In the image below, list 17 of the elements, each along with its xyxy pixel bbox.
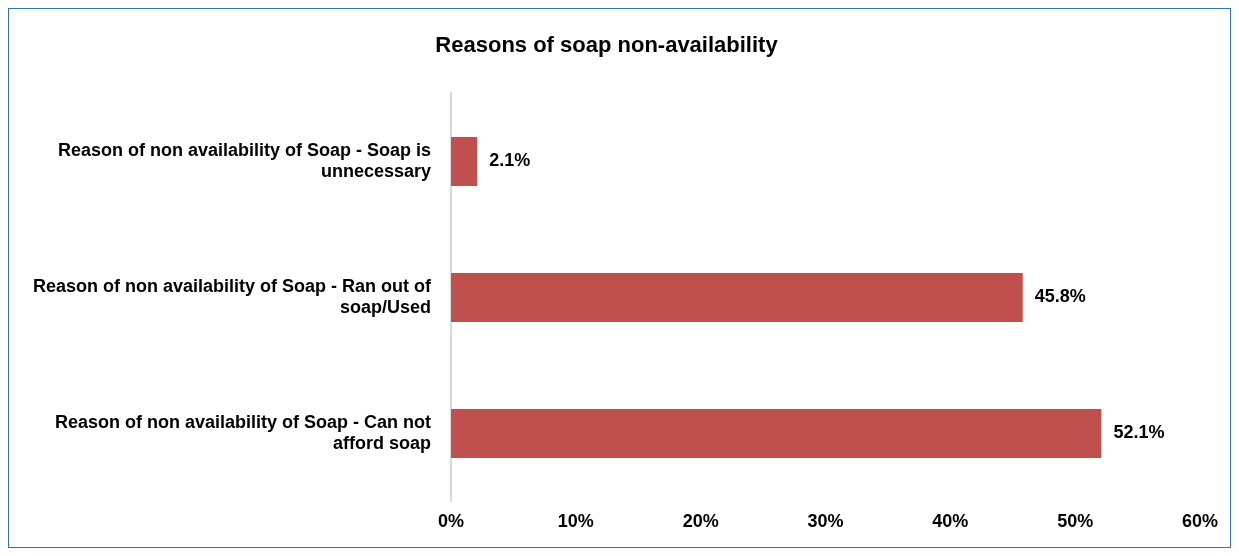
- x-tick-label: 60%: [1181, 511, 1219, 532]
- x-tick-label: 30%: [807, 511, 844, 532]
- bar: [451, 408, 1102, 458]
- x-tick-label: 0%: [438, 511, 465, 532]
- x-tick-label: 20%: [682, 511, 719, 532]
- data-label: 52.1%: [1113, 422, 1165, 443]
- x-tick-label: 10%: [557, 511, 594, 532]
- y-tick-label: Reason of non availability of Soap - Can not afford soap: [54, 411, 432, 454]
- y-tick-label: Reason of non availability of Soap - Soap is unnecessary: [57, 139, 432, 182]
- y-tick-label: Reason of non availability of Soap - Ran out of soap/Used: [32, 275, 433, 318]
- data-label: 2.1%: [489, 150, 531, 171]
- x-tick-label: 50%: [1057, 511, 1094, 532]
- data-label: 45.8%: [1034, 286, 1086, 307]
- bar: [451, 272, 1023, 322]
- x-tick-label: 40%: [932, 511, 969, 532]
- chart-title: Reasons of soap non-availability: [435, 32, 779, 58]
- bar: [451, 136, 478, 186]
